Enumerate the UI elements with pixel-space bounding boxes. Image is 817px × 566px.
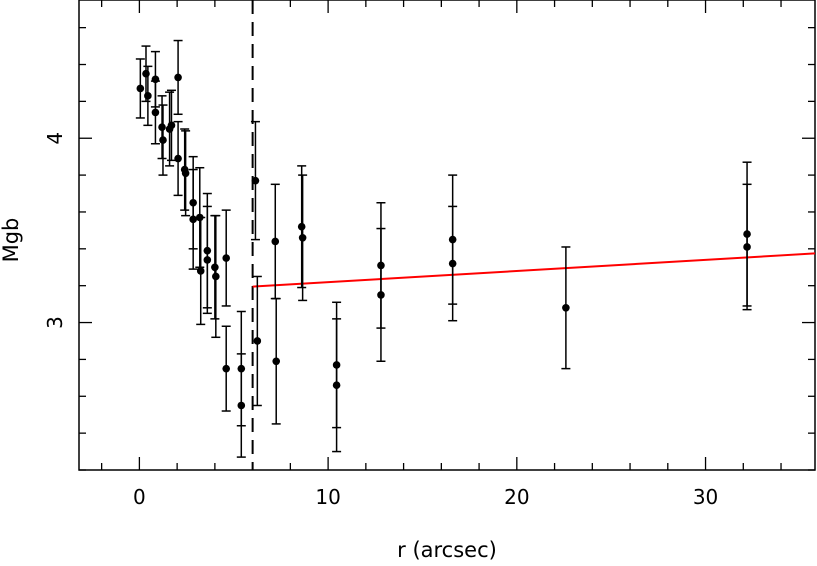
data-marker — [174, 154, 182, 163]
data-point — [180, 128, 190, 211]
data-point — [271, 297, 281, 425]
y-axis-label: Mgb — [0, 218, 23, 263]
data-point — [332, 318, 342, 453]
data-point — [561, 246, 571, 370]
data-point — [742, 183, 752, 311]
data-marker — [562, 304, 570, 312]
data-marker — [253, 337, 262, 345]
data-point — [141, 45, 151, 103]
data-point — [252, 275, 262, 407]
data-marker — [174, 73, 182, 82]
data-point — [211, 214, 221, 339]
data-point — [210, 214, 220, 320]
data-marker — [159, 136, 167, 144]
x-tick-label: 0 — [133, 485, 146, 509]
data-marker — [251, 176, 260, 185]
data-point — [181, 130, 191, 217]
data-point — [250, 120, 260, 241]
data-marker — [203, 256, 212, 264]
data-marker — [332, 381, 341, 390]
data-point — [135, 58, 145, 119]
data-marker — [297, 222, 306, 231]
data-marker — [271, 237, 280, 246]
data-marker — [211, 263, 219, 272]
x-tick-label: 10 — [315, 485, 340, 509]
plot-frame — [78, 0, 816, 471]
data-marker — [158, 123, 166, 131]
data-point — [221, 325, 231, 412]
tick-labels: 0 10 20 30 3 4 — [43, 132, 718, 509]
data-marker — [743, 243, 751, 251]
x-axis-label: r (arcsec) — [397, 538, 497, 562]
data-marker — [181, 169, 190, 178]
data-point — [298, 174, 308, 302]
data-point — [297, 165, 307, 289]
data-marker — [448, 259, 457, 268]
data-point — [150, 80, 160, 145]
data-point — [165, 91, 175, 167]
data-marker — [298, 233, 307, 242]
data-marker — [222, 364, 230, 373]
x-tick-label: 30 — [693, 485, 718, 509]
data-marker — [272, 357, 281, 366]
data-marker — [237, 401, 246, 410]
data-marker — [136, 84, 145, 93]
data-marker — [196, 267, 205, 275]
data-point — [158, 104, 168, 176]
data-point — [270, 183, 280, 300]
data-marker — [189, 215, 197, 224]
data-point — [236, 353, 246, 458]
data-point — [173, 39, 183, 116]
data-point — [173, 120, 183, 197]
data-point — [221, 209, 231, 307]
data-marker — [377, 291, 385, 299]
data-point — [196, 216, 206, 326]
data-marker — [151, 108, 160, 117]
axis-ticks — [79, 0, 815, 471]
data-point — [143, 65, 153, 127]
data-point — [376, 227, 386, 363]
x-tick-label: 20 — [504, 485, 529, 509]
data-marker — [222, 254, 230, 262]
data-marker — [144, 92, 152, 100]
data-marker — [167, 121, 176, 130]
data-point — [202, 205, 212, 315]
data-point — [188, 168, 198, 270]
data-point — [157, 95, 167, 160]
data-point — [166, 89, 176, 162]
data-marker — [212, 272, 220, 281]
y-tick-label: 3 — [43, 316, 67, 329]
data-points — [135, 39, 752, 458]
y-tick-label: 4 — [43, 132, 67, 145]
data-point — [448, 205, 458, 322]
fit-line-group — [252, 252, 816, 288]
fit-line — [252, 252, 816, 288]
data-marker — [142, 69, 150, 78]
